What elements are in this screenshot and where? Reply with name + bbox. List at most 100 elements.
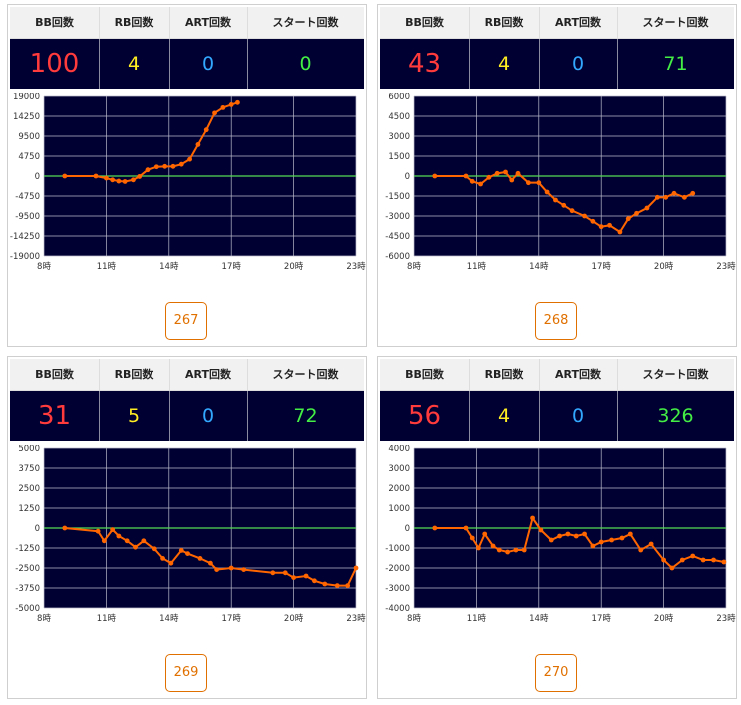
data-point <box>582 531 587 537</box>
y-tick-label: 1500 <box>388 152 410 162</box>
data-point <box>463 525 469 531</box>
y-tick-label: 3750 <box>18 464 40 474</box>
machine-number-button[interactable]: 268 <box>535 302 577 340</box>
data-point <box>607 222 612 228</box>
data-point <box>536 180 542 186</box>
value-bb: 31 <box>37 401 72 431</box>
data-point <box>521 547 527 553</box>
data-point <box>291 575 296 580</box>
data-point <box>212 110 217 116</box>
y-tick-label: 1000 <box>388 504 410 514</box>
data-point <box>145 167 151 173</box>
data-point <box>95 528 101 534</box>
data-point <box>617 229 623 235</box>
value-art: 0 <box>201 53 215 75</box>
data-point <box>561 202 567 208</box>
x-tick-label: 23時 <box>716 614 736 624</box>
data-point <box>515 170 521 176</box>
data-point <box>682 194 687 200</box>
value-art: 0 <box>201 405 215 427</box>
value-divider <box>469 391 470 441</box>
y-tick-label: 14250 <box>13 112 40 122</box>
data-point <box>590 218 596 224</box>
data-point <box>334 583 340 588</box>
data-point <box>494 170 500 176</box>
stats-header-row: BB回数 RB回数 ART回数 スタート回数 <box>380 359 734 391</box>
y-tick-label: 6000 <box>388 93 410 102</box>
value-divider <box>247 39 248 89</box>
data-point <box>197 556 203 561</box>
x-tick-label: 14時 <box>159 262 179 272</box>
data-point <box>122 179 128 184</box>
y-tick-label: 0 <box>35 524 40 534</box>
value-art: 0 <box>571 405 585 427</box>
x-tick-label: 8時 <box>407 262 421 272</box>
data-point <box>116 533 122 539</box>
data-point <box>644 205 650 211</box>
header-start: スタート回数 <box>272 368 339 381</box>
header-art: ART回数 <box>185 368 231 381</box>
data-point <box>110 527 116 532</box>
stats-panel-3: BB回数 RB回数 ART回数 スタート回数 31 5 0 72 5000 3750 2500 125… <box>7 356 367 699</box>
balance-line-chart: 19000 14250 9500 4750 0 -4750 -9500 -14250 -1900… <box>10 93 366 272</box>
data-point <box>598 539 604 545</box>
x-tick-label: 11時 <box>97 262 117 272</box>
value-start: 326 <box>657 405 694 427</box>
data-point <box>151 546 157 552</box>
y-tick-label: 0 <box>35 172 40 182</box>
data-point <box>228 102 234 107</box>
stats-value-row: 43 4 0 71 <box>380 39 734 89</box>
y-tick-label: -2500 <box>15 564 40 574</box>
data-point <box>590 543 596 549</box>
y-tick-label: -14250 <box>10 232 40 242</box>
value-divider <box>539 391 540 441</box>
y-tick-label: 0 <box>405 172 410 182</box>
data-point <box>625 216 631 222</box>
data-point <box>124 538 130 544</box>
data-point <box>482 531 488 537</box>
x-tick-label: 8時 <box>37 262 51 272</box>
value-divider <box>469 39 470 89</box>
data-point <box>598 224 604 230</box>
data-point <box>478 181 483 187</box>
data-point <box>661 557 666 563</box>
y-tick-label: 2500 <box>18 484 40 494</box>
header-divider <box>247 359 248 390</box>
data-point <box>170 163 176 169</box>
x-tick-label: 17時 <box>592 614 612 624</box>
data-point <box>178 548 184 553</box>
stats-header-row: BB回数 RB回数 ART回数 スタート回数 <box>10 359 364 391</box>
value-start: 71 <box>663 53 688 75</box>
value-bb: 56 <box>407 401 442 431</box>
header-divider <box>99 359 100 390</box>
data-point <box>432 525 438 531</box>
y-tick-label: 0 <box>405 524 410 534</box>
data-point <box>141 538 147 544</box>
header-divider <box>617 359 618 390</box>
x-tick-label: 17時 <box>592 262 612 272</box>
data-point <box>490 543 496 549</box>
machine-number-button[interactable]: 267 <box>165 302 207 340</box>
data-point <box>187 156 193 162</box>
data-point <box>110 177 116 183</box>
header-bb: BB回数 <box>35 368 74 381</box>
machine-number-button[interactable]: 270 <box>535 654 577 692</box>
value-art: 0 <box>571 53 585 75</box>
data-point <box>690 553 696 559</box>
data-point <box>648 541 654 547</box>
data-point <box>303 573 309 579</box>
stats-panel-2: BB回数 RB回数 ART回数 スタート回数 43 4 0 71 6000 4500 3000 150… <box>377 4 737 347</box>
data-point <box>463 173 469 179</box>
data-point <box>322 581 328 587</box>
data-point <box>345 583 351 588</box>
value-rb: 4 <box>127 53 141 75</box>
data-point <box>469 535 475 541</box>
data-point <box>538 527 544 533</box>
machine-number-button[interactable]: 269 <box>165 654 207 692</box>
value-start: 72 <box>293 405 318 427</box>
data-point <box>476 545 481 551</box>
data-point <box>137 174 143 179</box>
data-point <box>101 538 107 544</box>
